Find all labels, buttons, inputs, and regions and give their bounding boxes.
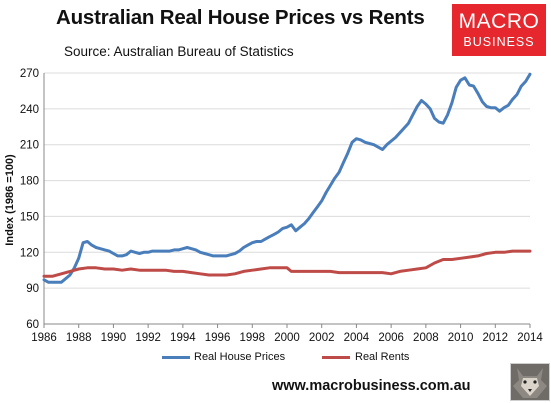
macrobusiness-logo[interactable]: MACRO BUSINESS: [452, 4, 546, 56]
y-tick-label-150: 150: [20, 211, 39, 223]
x-tick-label-1992: 1992: [135, 332, 161, 344]
y-tick-label-210: 210: [20, 140, 39, 152]
x-tick-label-2014: 2014: [517, 332, 543, 344]
y-tick-label-180: 180: [20, 176, 39, 188]
series-line-house-prices: [42, 72, 532, 284]
y-tick-label-240: 240: [20, 104, 39, 116]
y-tick-label-120: 120: [20, 247, 39, 259]
wolf-logo-icon: [510, 363, 550, 401]
series-lines: [42, 72, 532, 284]
y-axis-label: Index (1986 =100): [4, 154, 16, 246]
x-tick-label-2004: 2004: [344, 332, 370, 344]
x-tick-label-2000: 2000: [274, 332, 300, 344]
logo-line-2: BUSINESS: [463, 35, 535, 49]
legend-swatch-rents: [322, 356, 350, 359]
y-tick-label-270: 270: [20, 68, 39, 80]
legend-label-rents: Real Rents: [355, 351, 410, 363]
x-tick-label-2002: 2002: [309, 332, 335, 344]
axes: [43, 73, 531, 328]
legend-swatch-house-prices: [162, 356, 190, 359]
series-line-rents: [42, 249, 532, 278]
x-tick-label-2010: 2010: [448, 332, 474, 344]
chart-title: Australian Real House Prices vs Rents: [56, 6, 425, 29]
x-tick-label-1996: 1996: [205, 332, 231, 344]
x-tick-label-1998: 1998: [239, 332, 265, 344]
x-tick-label-2012: 2012: [482, 332, 508, 344]
x-tick-label-1994: 1994: [170, 332, 196, 344]
x-tick-label-2006: 2006: [378, 332, 404, 344]
chart-subtitle: Source: Australian Bureau of Statistics: [64, 44, 294, 59]
x-tick-label-1990: 1990: [101, 332, 127, 344]
x-tick-label-2008: 2008: [413, 332, 439, 344]
footer-url-link[interactable]: www.macrobusiness.com.au: [272, 378, 471, 394]
x-tick-label-1988: 1988: [66, 332, 92, 344]
logo-line-1: MACRO: [458, 10, 540, 33]
tick-labels: 60 90 120 150 180 210 240 270 1986 1988 1990 1992 19…: [20, 68, 544, 344]
y-tick-label-90: 90: [26, 283, 39, 295]
legend-label-house-prices: Real House Prices: [194, 351, 286, 363]
y-tick-label-60: 60: [26, 319, 39, 331]
gridlines: [44, 72, 530, 289]
x-tick-label-1986: 1986: [31, 332, 57, 344]
